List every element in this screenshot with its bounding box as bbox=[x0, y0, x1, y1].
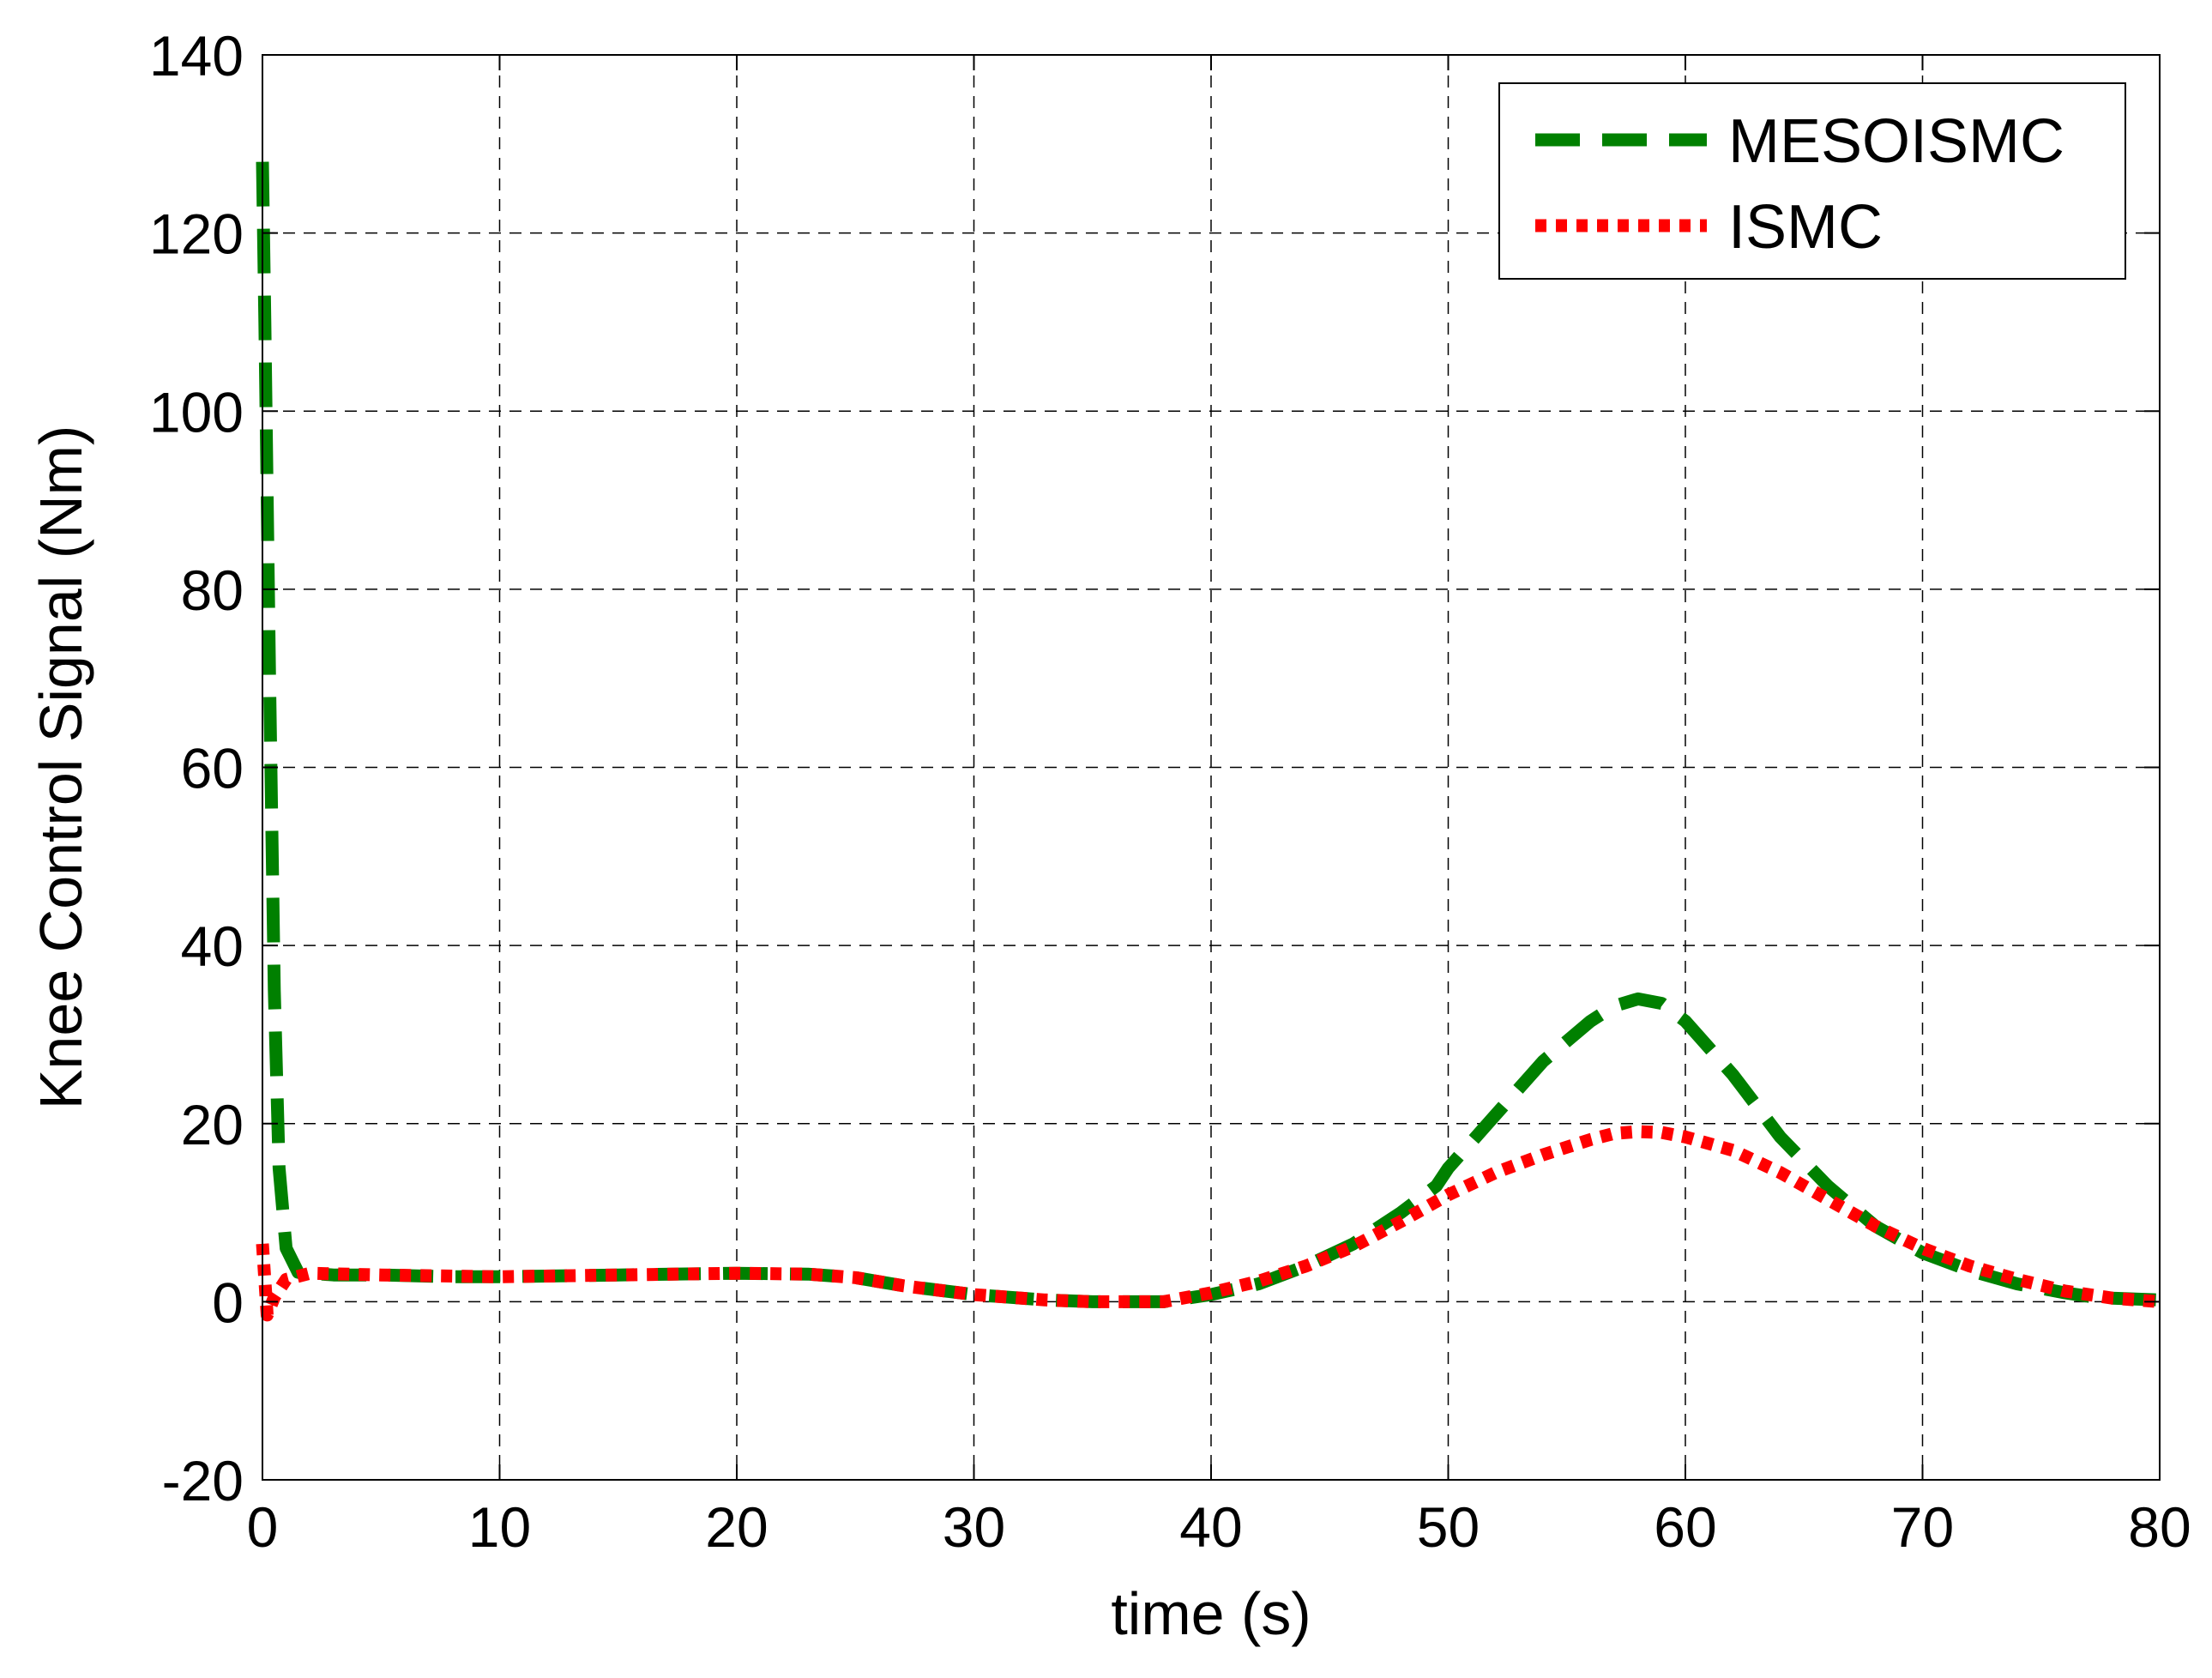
y-tick-label: 100 bbox=[149, 380, 244, 444]
y-tick-label: 40 bbox=[181, 914, 244, 978]
x-tick-label: 10 bbox=[468, 1495, 531, 1559]
x-tick-label: 60 bbox=[1654, 1495, 1716, 1559]
y-tick-label: 120 bbox=[149, 202, 244, 266]
y-tick-label: 140 bbox=[149, 24, 244, 88]
x-tick-label: 20 bbox=[705, 1495, 768, 1559]
legend: MESOISMC ISMC bbox=[1498, 82, 2126, 280]
y-tick-label: 60 bbox=[181, 737, 244, 800]
legend-label-ismc: ISMC bbox=[1728, 193, 1883, 262]
x-tick-label: 0 bbox=[247, 1495, 279, 1559]
series-line-ismc bbox=[256, 1125, 2161, 1322]
x-tick-label: 50 bbox=[1417, 1495, 1480, 1559]
x-tick-label: 70 bbox=[1891, 1495, 1954, 1559]
series-line-mesoismc bbox=[256, 161, 2161, 1308]
y-tick-label: 0 bbox=[212, 1271, 244, 1334]
grid bbox=[262, 55, 2160, 1480]
legend-label-mesoismc: MESOISMC bbox=[1728, 107, 2064, 176]
y-axis-label: Knee Control Signal (Nm) bbox=[27, 426, 94, 1110]
x-tick-label: 80 bbox=[2128, 1495, 2191, 1559]
x-axis-label: time (s) bbox=[1111, 1580, 1311, 1647]
legend-box bbox=[1498, 82, 2126, 280]
x-tick-label: 40 bbox=[1179, 1495, 1242, 1559]
x-tick-label: 30 bbox=[943, 1495, 1005, 1559]
y-tick-label: -20 bbox=[162, 1449, 244, 1512]
y-tick-label: 20 bbox=[181, 1093, 244, 1156]
series-group bbox=[256, 161, 2161, 1322]
y-tick-label: 80 bbox=[181, 558, 244, 622]
